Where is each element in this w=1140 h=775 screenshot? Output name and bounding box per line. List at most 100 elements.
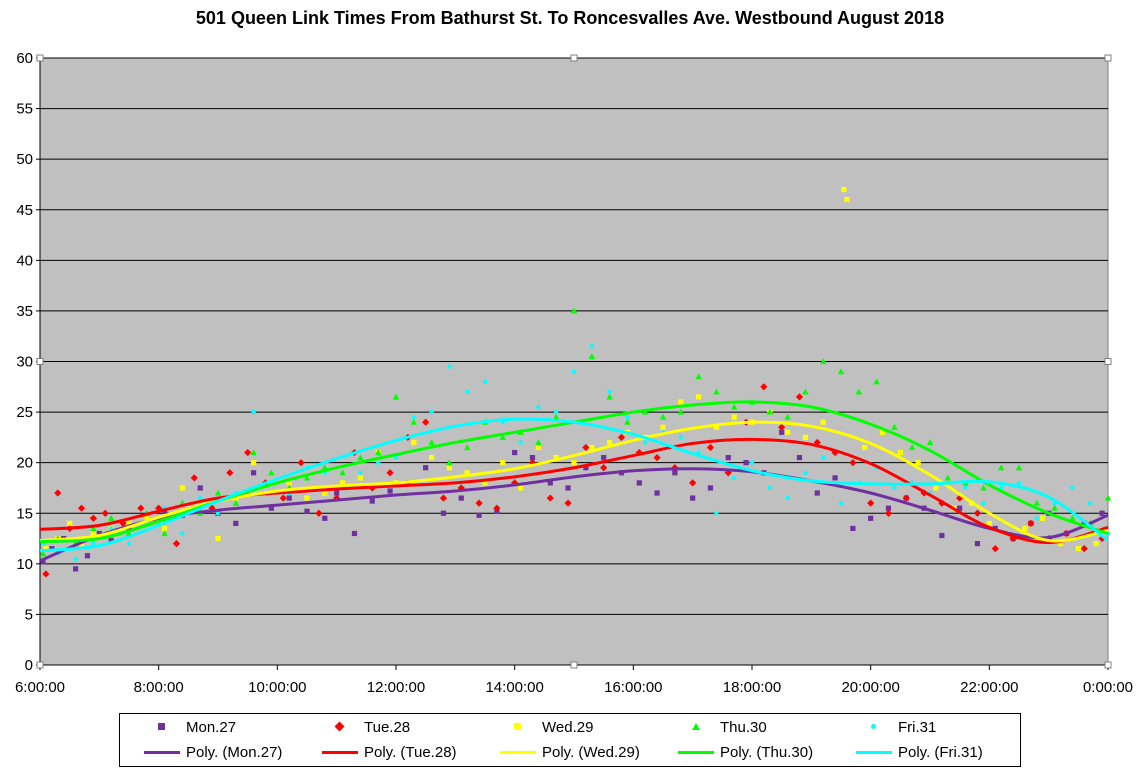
data-point [357,454,364,461]
y-tick-label: 0 [25,657,33,674]
resize-handle[interactable] [570,54,578,62]
data-point [144,515,150,521]
legend-swatch [142,742,182,762]
data-point [126,541,132,546]
data-point [458,495,464,501]
data-point [84,553,91,559]
data-point [386,469,394,477]
resize-handle[interactable] [36,661,44,669]
data-point [732,475,737,481]
legend-item: Poly. (Fri.31) [854,742,983,762]
data-point [998,464,1005,471]
legend-item: Poly. (Mon.27) [142,742,282,762]
data-point [422,418,430,426]
legend-label: Poly. (Mon.27) [186,743,283,761]
x-tick-label: 14:00:00 [485,679,543,696]
data-point [1057,541,1064,547]
y-tick-label: 55 [16,101,33,118]
x-tick-label: 10:00:00 [248,679,306,696]
data-point [1009,534,1017,543]
data-point [849,459,857,467]
data-point [760,383,768,391]
data-point [784,413,791,420]
data-point [868,515,874,521]
data-point [933,485,939,491]
data-point [547,480,553,486]
data-point [944,474,951,481]
data-point [588,353,595,360]
data-point [215,535,221,542]
data-point [879,429,886,435]
data-point [897,449,903,456]
data-point [832,475,838,481]
data-point [226,469,234,477]
data-point [214,489,222,496]
legend-label: Poly. (Tue.28) [364,743,457,761]
resize-handle[interactable] [1104,661,1112,669]
y-tick-label: 35 [16,303,33,320]
y-tick-label: 5 [25,606,33,623]
legend-swatch [676,717,716,737]
legend-label: Wed.29 [542,718,594,736]
data-point [518,440,523,445]
legend-swatch [498,742,538,762]
data-point [838,500,844,506]
legend-swatch [498,717,538,737]
data-point [600,464,608,472]
data-point [493,504,501,512]
x-tick-label: 8:00:00 [134,679,184,696]
resize-handle[interactable] [36,358,44,365]
data-point [980,484,987,491]
legend-item: Poly. (Tue.28) [320,742,457,762]
data-point [767,485,772,491]
data-point [251,460,257,466]
y-tick-label: 20 [16,455,33,472]
resize-handle[interactable] [36,54,44,62]
data-point [1040,515,1046,521]
data-point [499,433,506,440]
data-point [198,495,203,501]
data-point [180,531,185,536]
data-point [250,449,257,456]
data-point [108,537,114,544]
data-point [981,500,986,506]
resize-handle[interactable] [1104,358,1112,365]
data-point [334,490,340,496]
data-point [707,485,714,491]
data-point [535,439,542,446]
data-point [339,469,346,476]
resize-handle[interactable] [570,661,578,669]
data-point [850,525,856,532]
data-point [659,413,667,420]
data-point [820,419,826,425]
x-tick-label: 18:00:00 [723,679,781,696]
data-point [428,439,435,446]
data-point [42,570,50,578]
data-point [251,470,257,476]
data-point [304,495,310,501]
data-point [411,414,416,420]
data-point [867,499,875,507]
data-point [304,508,310,514]
data-point [565,485,571,491]
data-point [73,566,79,572]
x-tick-label: 12:00:00 [367,679,425,696]
data-point [512,449,518,456]
data-point [303,474,311,481]
data-point [677,408,684,415]
data-point [446,465,452,471]
data-point [482,379,488,384]
data-point [387,488,393,494]
data-point [986,520,992,526]
resize-handle[interactable] [1104,54,1112,62]
data-point [197,485,203,491]
data-point [369,498,375,504]
y-tick-label: 10 [16,556,33,573]
data-point [244,448,252,457]
data-point [89,514,97,522]
data-point [376,460,381,465]
data-point [43,546,49,552]
data-point [411,439,417,446]
legend-item: Poly. (Thu.30) [676,742,813,762]
data-point [885,505,892,511]
